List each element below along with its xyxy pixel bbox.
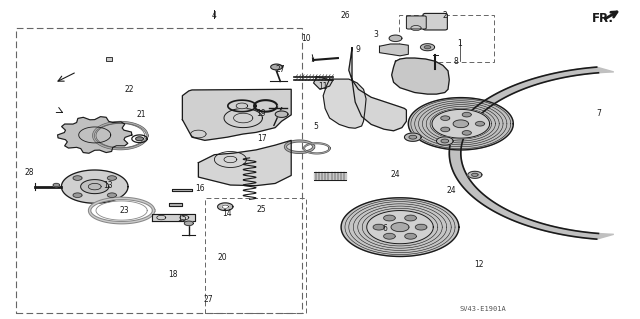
- Polygon shape: [349, 48, 406, 131]
- Text: 14: 14: [222, 209, 232, 218]
- Text: SV43-E1901A: SV43-E1901A: [460, 306, 507, 312]
- Polygon shape: [271, 64, 282, 70]
- Text: 6: 6: [383, 224, 388, 233]
- Polygon shape: [392, 58, 449, 94]
- Polygon shape: [314, 172, 346, 180]
- Text: 22: 22: [125, 85, 134, 94]
- Text: 13: 13: [102, 181, 113, 190]
- Polygon shape: [441, 127, 450, 132]
- Polygon shape: [61, 170, 128, 203]
- Polygon shape: [198, 140, 291, 186]
- Text: 23: 23: [120, 206, 130, 215]
- Text: 2: 2: [442, 11, 447, 20]
- Text: 3: 3: [374, 30, 379, 39]
- Polygon shape: [441, 116, 450, 120]
- Polygon shape: [432, 109, 490, 138]
- Text: FR.: FR.: [592, 12, 614, 25]
- Polygon shape: [341, 198, 459, 256]
- Text: 11: 11: [319, 82, 328, 91]
- Polygon shape: [462, 131, 471, 135]
- Polygon shape: [384, 234, 396, 239]
- Text: 8: 8: [453, 57, 458, 66]
- Polygon shape: [373, 224, 385, 230]
- Bar: [16, 28, 302, 313]
- Polygon shape: [409, 135, 417, 139]
- Polygon shape: [314, 77, 333, 89]
- Polygon shape: [88, 183, 101, 190]
- Polygon shape: [222, 205, 228, 208]
- Polygon shape: [472, 173, 478, 176]
- Polygon shape: [415, 224, 427, 230]
- Polygon shape: [404, 133, 421, 141]
- Polygon shape: [323, 79, 366, 128]
- Text: 25: 25: [256, 205, 266, 214]
- Polygon shape: [405, 215, 417, 221]
- Text: 19: 19: [256, 109, 266, 118]
- Polygon shape: [108, 176, 116, 180]
- Polygon shape: [367, 211, 433, 244]
- Polygon shape: [182, 89, 291, 140]
- Polygon shape: [405, 234, 417, 239]
- Text: 15: 15: [177, 214, 188, 223]
- Polygon shape: [476, 122, 484, 126]
- Polygon shape: [449, 67, 614, 239]
- Text: 7: 7: [596, 109, 601, 118]
- Polygon shape: [441, 139, 449, 143]
- Text: 27: 27: [275, 65, 285, 74]
- Polygon shape: [436, 137, 453, 145]
- Polygon shape: [453, 120, 468, 128]
- Polygon shape: [384, 215, 396, 221]
- FancyBboxPatch shape: [423, 13, 447, 30]
- Text: 27: 27: [203, 295, 213, 304]
- Text: 5: 5: [314, 122, 319, 130]
- Text: 28: 28: [24, 168, 33, 177]
- Text: 4: 4: [212, 11, 217, 20]
- Polygon shape: [408, 98, 513, 150]
- Text: 12: 12: [474, 260, 483, 269]
- Polygon shape: [136, 137, 143, 141]
- Text: 21: 21: [136, 110, 145, 119]
- Text: 9: 9: [356, 45, 361, 54]
- Bar: [205, 198, 306, 313]
- Text: 24: 24: [390, 170, 401, 179]
- Polygon shape: [380, 44, 408, 56]
- Bar: [106, 57, 112, 61]
- Text: 26: 26: [340, 11, 351, 20]
- Polygon shape: [73, 176, 82, 180]
- Text: 18: 18: [168, 271, 177, 279]
- Polygon shape: [81, 180, 109, 194]
- Polygon shape: [169, 203, 182, 206]
- Polygon shape: [58, 117, 132, 153]
- Text: 10: 10: [301, 34, 311, 43]
- Polygon shape: [53, 183, 60, 187]
- Text: 24: 24: [446, 186, 456, 195]
- Polygon shape: [184, 221, 193, 226]
- Polygon shape: [389, 35, 402, 41]
- Polygon shape: [172, 189, 192, 191]
- Polygon shape: [420, 44, 435, 51]
- Text: 16: 16: [195, 184, 205, 193]
- Polygon shape: [468, 171, 482, 178]
- Text: 17: 17: [257, 134, 268, 143]
- Bar: [399, 15, 494, 62]
- Polygon shape: [73, 193, 82, 197]
- FancyBboxPatch shape: [406, 16, 426, 29]
- Polygon shape: [152, 214, 195, 221]
- Polygon shape: [108, 193, 116, 197]
- Polygon shape: [424, 46, 431, 49]
- Polygon shape: [391, 223, 409, 232]
- Polygon shape: [236, 103, 248, 109]
- Text: 20: 20: [218, 253, 228, 262]
- Polygon shape: [462, 112, 471, 117]
- Polygon shape: [275, 111, 288, 117]
- Polygon shape: [218, 203, 233, 211]
- Text: 1: 1: [457, 39, 462, 48]
